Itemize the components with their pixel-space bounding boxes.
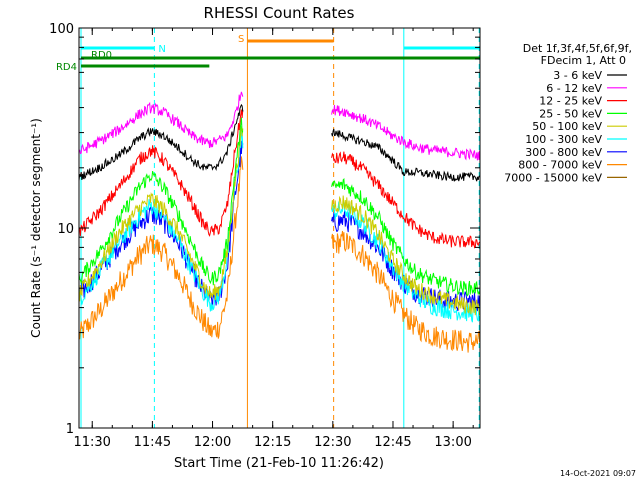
series-line-50-100-kev-part-1 [78,126,244,302]
series-line-25-50-kev-part-2 [331,177,481,297]
legend-label-3-6-kev: 3 - 6 keV [553,69,602,82]
x-tick-label-2: 11:45 [134,435,171,450]
legend-label-7000-15000-kev: 7000 - 15000 keV [504,171,602,184]
plot-area: N RD0 RD4 S [56,28,481,428]
legend-label-100-300-kev: 100 - 300 keV [525,133,602,146]
legend-label-12-25-kev: 12 - 25 keV [539,95,602,108]
series-line-100-300-kev-part-2 [331,199,481,323]
y-tick-label-1: 1 [66,422,74,437]
legend-header-line-2: FDecim 1, Att 0 [541,54,626,67]
x-tick-label-7: 13:00 [434,435,471,450]
footer-timestamp: 14-Oct-2021 09:07 [560,469,636,478]
series-line-800-7000-kev-part-1 [78,156,244,340]
series-line-12-25-kev-part-1 [78,109,244,237]
series-line-3-6-kev-part-1 [78,103,244,181]
y-tick-label-2: 10 [57,222,74,237]
legend-label-6-12-kev: 6 - 12 keV [546,82,602,95]
axes: 11:30 11:45 12:00 12:15 12:30 12:45 13:00 1 10 10… [49,22,480,450]
legend-label-300-800-kev: 300 - 800 keV [525,146,602,159]
legend-label-25-50-kev: 25 - 50 keV [539,107,602,120]
state-bar-label-rd4: RD4 [56,62,77,73]
series-line-50-100-kev-part-2 [331,195,481,316]
legend-label-800-7000-kev: 800 - 7000 keV [518,159,602,172]
chart-title: RHESSI Count Rates [204,4,355,22]
x-tick-label-1: 11:30 [73,435,110,450]
series-line-25-50-kev-part-1 [78,117,244,286]
y-tick-label-3: 100 [49,22,74,37]
y-axis-label: Count Rate (s⁻¹ detector segment⁻¹) [29,118,43,338]
state-bar-label-rd0: RD0 [91,50,112,61]
x-tick-label-6: 12:45 [374,435,411,450]
state-bar-label-n: N [158,44,165,55]
state-bar-label-s: S [238,34,244,45]
x-tick-label-3: 12:00 [194,435,231,450]
series-line-12-25-kev-part-2 [331,151,480,249]
x-tick-label-5: 12:30 [314,435,351,450]
legend-label-50-100-kev: 50 - 100 keV [532,120,602,133]
series-line-6-12-kev-part-2 [331,104,481,161]
legend-header-line-1: Det 1f,3f,4f,5f,6f,9f, [523,42,632,55]
x-axis-label: Start Time (21-Feb-10 11:26:42) [174,456,384,471]
series-line-800-7000-kev-part-2 [331,230,481,353]
x-tick-label-4: 12:15 [254,435,291,450]
series-line-6-12-kev-part-1 [78,91,244,155]
series-line-3-6-kev-part-2 [331,128,480,182]
